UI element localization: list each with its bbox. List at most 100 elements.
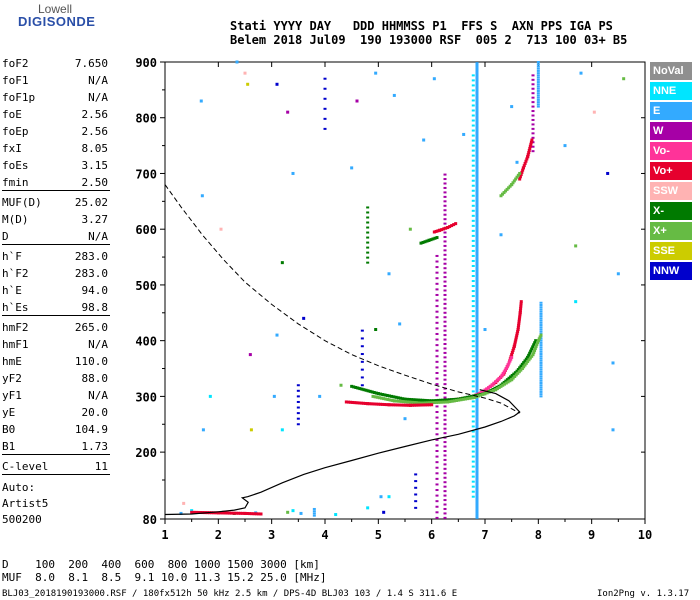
echo-trace-mark: [472, 396, 476, 400]
echo-column-mark: [475, 147, 479, 150]
footer-file-info: BLJ03_2018190193000.RSF / 180fx512h 50 k…: [2, 589, 458, 599]
echo-dot: [574, 244, 578, 248]
echo-column-mark: [475, 279, 479, 282]
echo-trace-mark: [505, 187, 509, 191]
echo-trace-mark: [534, 339, 538, 343]
echo-column-mark: [539, 346, 543, 349]
echo-column-mark: [443, 267, 447, 270]
param-label: h`Es: [2, 301, 29, 314]
echo-trace-mark: [443, 400, 447, 404]
echo-column-mark: [475, 413, 479, 416]
echo-column-mark: [471, 345, 475, 348]
echo-trace-mark: [236, 511, 240, 515]
echo-column-mark: [471, 164, 475, 167]
echo-column-mark: [471, 99, 475, 102]
echo-column-mark: [536, 105, 540, 108]
echo-column-mark: [475, 224, 479, 227]
echo-column-mark: [539, 390, 543, 393]
echo-trace-mark: [442, 227, 446, 231]
echo-trace-mark: [427, 399, 431, 403]
echo-column-mark: [475, 513, 479, 516]
echo-column-mark: [475, 317, 479, 320]
param-row: D N/A: [2, 230, 108, 243]
param-row: yF2 88.0: [2, 372, 108, 385]
echo-column-mark: [475, 448, 479, 451]
echo-column-mark: [539, 350, 543, 353]
echo-trace-mark: [223, 511, 227, 515]
echo-trace-mark: [527, 353, 531, 357]
echo-column-mark: [471, 264, 475, 267]
echo-column-mark: [443, 450, 447, 453]
echo-column-mark: [475, 272, 479, 275]
echo-column-mark: [443, 494, 447, 497]
param-value: 110.0: [74, 355, 108, 368]
echo-column-mark: [475, 348, 479, 351]
echo-trace-mark: [514, 177, 518, 181]
echo-column-mark: [475, 398, 479, 401]
echo-column-mark: [471, 275, 475, 278]
echo-column-mark: [475, 483, 479, 486]
echo-trace-mark: [533, 349, 537, 353]
echo-column-mark: [443, 383, 447, 386]
electron-density-profile: [164, 389, 521, 516]
legend-item: X+: [650, 222, 692, 240]
echo-trace-mark: [389, 403, 393, 407]
echo-column-mark: [539, 344, 543, 347]
echo-trace-mark: [440, 228, 444, 232]
echo-trace-mark: [230, 511, 234, 515]
echo-column-mark: [475, 246, 479, 249]
echo-column-mark: [539, 330, 543, 333]
echo-column-mark: [471, 380, 475, 383]
echo-column-mark: [443, 200, 447, 203]
echo-column-mark: [471, 350, 475, 353]
echo-column-mark: [475, 386, 479, 389]
echo-trace-mark: [438, 228, 442, 232]
echo-column-mark: [475, 182, 479, 185]
echo-trace-mark: [495, 378, 499, 382]
echo-dot: [275, 82, 279, 86]
echo-column-mark: [475, 384, 479, 387]
echo-trace-mark: [257, 512, 261, 516]
echo-trace-mark: [502, 380, 506, 384]
echo-trace-mark: [402, 403, 406, 407]
echo-trace-mark: [393, 403, 397, 407]
echo-column-mark: [475, 277, 479, 280]
echo-column-mark: [360, 368, 364, 371]
echo-column-mark: [443, 240, 447, 243]
echo-trace-mark: [466, 397, 470, 401]
echo-column-mark: [475, 110, 479, 113]
echo-trace-mark: [374, 402, 378, 406]
echo-column-mark: [475, 70, 479, 73]
echo-column-mark: [475, 187, 479, 190]
echo-column-mark: [471, 340, 475, 343]
echo-trace-mark: [399, 396, 403, 400]
echo-column-mark: [536, 65, 540, 68]
echo-trace-mark: [417, 401, 421, 405]
echo-dot: [275, 333, 279, 337]
param-label: h`E: [2, 284, 22, 297]
echo-trace-mark: [392, 399, 396, 403]
plot-frame: [164, 61, 646, 520]
echo-column-mark: [471, 219, 475, 222]
echo-trace-mark: [519, 364, 523, 368]
echo-trace-mark: [519, 368, 523, 372]
echo-trace-mark: [381, 402, 385, 406]
echo-dot: [339, 383, 343, 387]
echo-column-mark: [471, 495, 475, 498]
echo-trace-mark: [436, 398, 440, 402]
echo-column-mark: [475, 431, 479, 434]
echo-column-mark: [531, 141, 535, 144]
echo-column-mark: [475, 77, 479, 80]
echo-dot: [387, 495, 391, 499]
echo-column-mark: [475, 229, 479, 232]
echo-column-mark: [475, 174, 479, 177]
echo-column-mark: [475, 225, 479, 228]
echo-trace-mark: [259, 512, 263, 516]
param-value: 2.56: [81, 125, 109, 138]
echo-trace-mark: [508, 359, 512, 363]
echo-trace-mark: [539, 333, 543, 337]
echo-column-mark: [366, 231, 370, 234]
echo-column-mark: [471, 425, 475, 428]
echo-trace-mark: [434, 229, 438, 233]
echo-column-mark: [475, 346, 479, 349]
